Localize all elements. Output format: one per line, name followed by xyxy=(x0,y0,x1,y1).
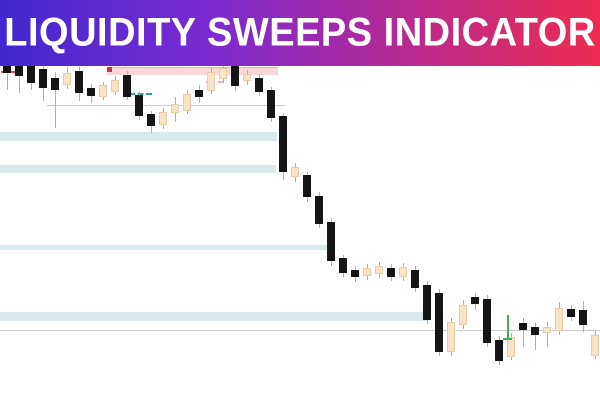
bull-candle xyxy=(111,80,119,92)
bear-candle xyxy=(135,95,143,116)
bear-candle xyxy=(123,75,131,97)
bullish-sweep-marker xyxy=(506,315,509,340)
bear-candle xyxy=(39,69,47,88)
bull-candle xyxy=(363,268,371,276)
bear-candle xyxy=(351,270,359,277)
liquidity-zone-4 xyxy=(0,312,429,321)
candle-wick xyxy=(535,323,536,350)
candle-wick xyxy=(55,72,56,128)
bull-candle xyxy=(459,305,467,325)
banner-title: LIQUIDITY SWEEPS INDICATOR xyxy=(4,10,596,55)
sweep-level-green xyxy=(129,92,152,95)
bear-candle xyxy=(495,340,503,361)
bear-candle xyxy=(303,175,311,197)
bear-candle xyxy=(411,270,419,288)
bear-candle xyxy=(471,297,479,304)
candle-wick xyxy=(547,322,548,347)
bear-candle xyxy=(339,258,347,273)
bearish-liquidity-zone xyxy=(107,66,278,75)
indicator-banner: LIQUIDITY SWEEPS INDICATOR xyxy=(0,0,600,66)
bear-candle xyxy=(87,88,95,96)
bear-candle xyxy=(147,114,155,126)
bear-candle xyxy=(387,268,395,277)
bull-candle xyxy=(63,73,71,85)
bull-candle xyxy=(447,322,455,352)
bullish-sweep-marker-base xyxy=(502,338,512,340)
bear-candle xyxy=(483,299,491,343)
bear-candle xyxy=(315,196,323,224)
bear-candle xyxy=(519,323,527,330)
bull-candle xyxy=(555,308,563,331)
bear-candle xyxy=(567,309,575,317)
bull-candle xyxy=(219,68,227,79)
bull-candle xyxy=(375,266,383,274)
bull-candle xyxy=(507,337,515,357)
bear-candle xyxy=(435,293,443,352)
box-start-tick xyxy=(47,104,57,106)
bull-candle xyxy=(99,85,107,97)
bull-candle xyxy=(399,267,407,277)
bull-candle xyxy=(159,112,167,125)
bear-candle xyxy=(75,71,83,93)
liquidity-zone-2 xyxy=(0,165,276,173)
mid-level xyxy=(0,330,600,331)
bear-candle xyxy=(267,90,275,118)
bear-candle xyxy=(255,78,263,92)
bear-candle xyxy=(531,327,539,335)
bear-candle xyxy=(51,78,59,90)
bear-candle xyxy=(579,310,587,325)
bear-candle xyxy=(195,90,203,97)
liquidity-zone-1 xyxy=(0,131,277,141)
bull-candle xyxy=(591,335,599,356)
liquidity-zone-3 xyxy=(0,245,333,250)
sweep-origin-dot xyxy=(107,67,112,72)
bear-candle xyxy=(423,285,431,320)
bull-candle xyxy=(183,94,191,111)
bull-candle xyxy=(207,72,215,91)
sweep-level-pink xyxy=(206,80,224,83)
box-top-level xyxy=(47,105,285,106)
bull-candle xyxy=(543,327,551,333)
bear-candle xyxy=(279,116,287,172)
candle-wick xyxy=(523,318,524,347)
bull-candle xyxy=(171,104,179,113)
bear-candle xyxy=(327,222,335,261)
bull-candle xyxy=(291,167,299,177)
bear-candle xyxy=(27,62,35,83)
bull-candle xyxy=(243,74,251,81)
bear-candle xyxy=(231,66,239,86)
bear-candle xyxy=(15,62,23,76)
swept-level-left xyxy=(1,70,23,73)
